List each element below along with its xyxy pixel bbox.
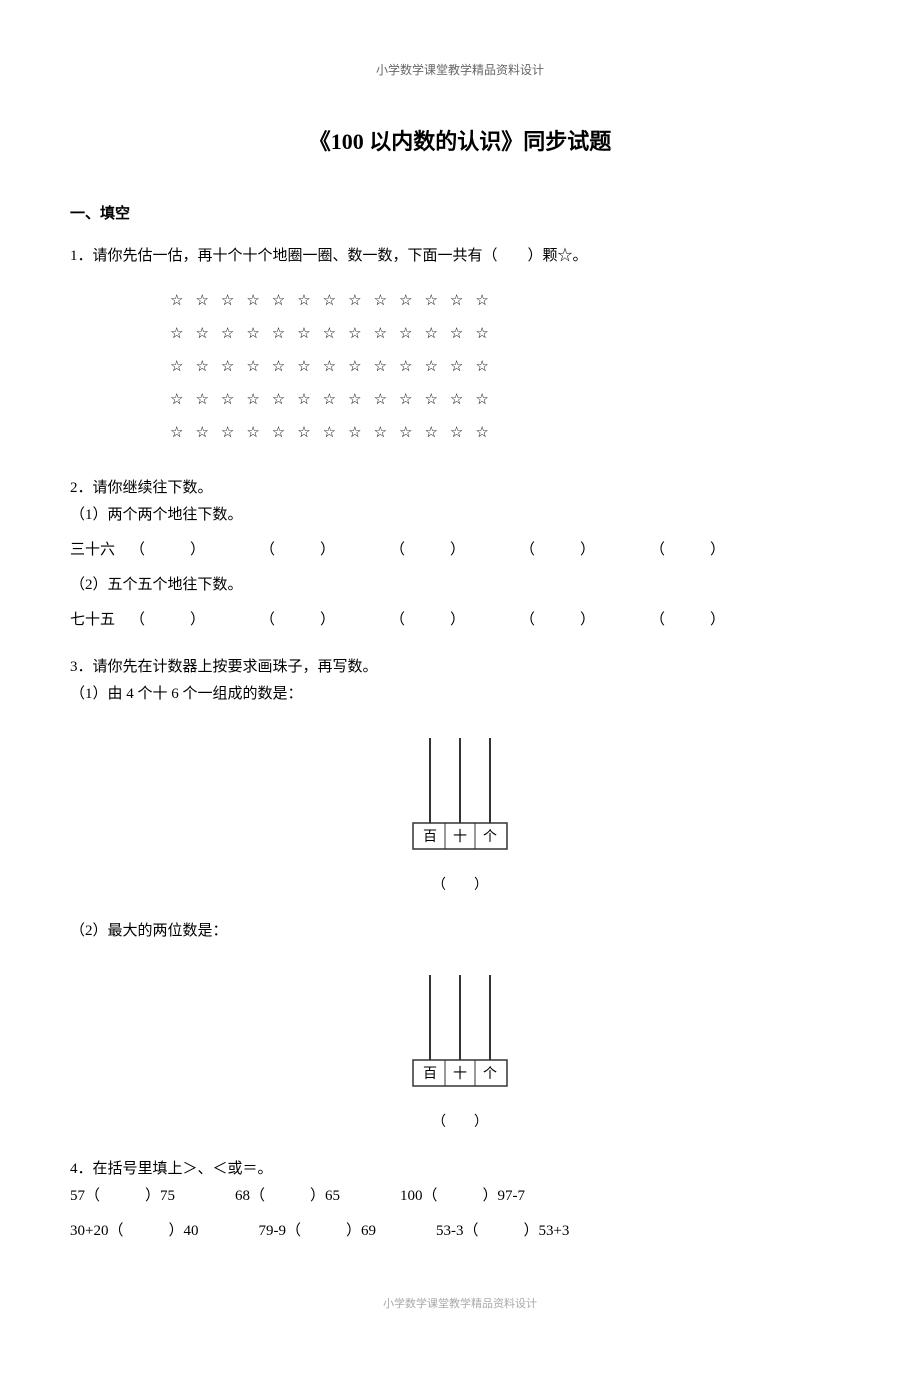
star-grid: ☆☆☆☆☆☆☆☆☆☆☆☆☆☆☆☆☆☆☆☆☆☆☆☆☆☆☆☆☆☆☆☆☆☆☆☆☆☆☆☆… [170, 285, 850, 450]
abacus-1-caption: （ ） [70, 873, 850, 898]
seq-blank: （ ） [650, 607, 780, 634]
seq-blank: （ ） [130, 537, 260, 564]
question-4: 4．在括号里填上＞、＜或＝。 57（ ）75 68（ ）65 100（ ）97-… [70, 1156, 850, 1245]
compare-item: 100（ ）97-7 [400, 1183, 525, 1210]
question-2-text: 2．请你继续往下数。 [70, 475, 850, 502]
question-4-text: 4．在括号里填上＞、＜或＝。 [70, 1156, 850, 1183]
seq-blank: （ ） [130, 607, 260, 634]
seq-blank: （ ） [390, 537, 520, 564]
svg-text:个: 个 [483, 829, 497, 845]
question-2: 2．请你继续往下数。 （1）两个两个地往下数。 三十六 （ ） （ ） （ ） … [70, 475, 850, 634]
compare-item: 57（ ）75 [70, 1183, 175, 1210]
star-row: ☆☆☆☆☆☆☆☆☆☆☆☆☆ [170, 318, 850, 351]
abacus-icon: 百十个 [405, 965, 515, 1105]
star-row: ☆☆☆☆☆☆☆☆☆☆☆☆☆ [170, 351, 850, 384]
star-row: ☆☆☆☆☆☆☆☆☆☆☆☆☆ [170, 384, 850, 417]
svg-text:百: 百 [423, 1066, 437, 1082]
question-2-sub1-row: 三十六 （ ） （ ） （ ） （ ） （ ） [70, 537, 850, 564]
abacus-icon: 百十个 [405, 728, 515, 868]
abacus-1: 百十个 （ ） [70, 728, 850, 898]
question-3: 3．请你先在计数器上按要求画珠子，再写数。 （1）由 4 个十 6 个一组成的数… [70, 654, 850, 1135]
seq-blank: （ ） [260, 607, 390, 634]
abacus-2-caption: （ ） [70, 1110, 850, 1135]
abacus-2: 百十个 （ ） [70, 965, 850, 1135]
compare-item: 53-3（ ）53+3 [436, 1218, 569, 1245]
question-1-text: 1．请你先估一估，再十个十个地圈一圈、数一数，下面一共有（ ）颗☆。 [70, 243, 850, 270]
compare-row-2: 30+20（ ）40 79-9（ ）69 53-3（ ）53+3 [70, 1218, 850, 1245]
seq-blank: （ ） [520, 537, 650, 564]
compare-item: 68（ ）65 [235, 1183, 340, 1210]
svg-text:个: 个 [483, 1066, 497, 1082]
svg-text:十: 十 [453, 829, 467, 845]
question-3-sub2-label: （2）最大的两位数是： [70, 918, 850, 945]
seq1-start: 三十六 [70, 537, 130, 564]
question-2-sub2-row: 七十五 （ ） （ ） （ ） （ ） （ ） [70, 607, 850, 634]
page-footer: 小学数学课堂教学精品资料设计 [70, 1295, 850, 1315]
question-3-text: 3．请你先在计数器上按要求画珠子，再写数。 [70, 654, 850, 681]
svg-text:百: 百 [423, 829, 437, 845]
compare-item: 79-9（ ）69 [258, 1218, 376, 1245]
seq-blank: （ ） [260, 537, 390, 564]
page-title: 《100 以内数的认识》同步试题 [70, 122, 850, 162]
seq2-start: 七十五 [70, 607, 130, 634]
question-2-sub1-label: （1）两个两个地往下数。 [70, 502, 850, 529]
seq-blank: （ ） [520, 607, 650, 634]
compare-row-1: 57（ ）75 68（ ）65 100（ ）97-7 [70, 1183, 850, 1210]
question-1: 1．请你先估一估，再十个十个地圈一圈、数一数，下面一共有（ ）颗☆。 ☆☆☆☆☆… [70, 243, 850, 450]
seq-blank: （ ） [390, 607, 520, 634]
section-heading: 一、填空 [70, 201, 850, 228]
star-row: ☆☆☆☆☆☆☆☆☆☆☆☆☆ [170, 417, 850, 450]
compare-item: 30+20（ ）40 [70, 1218, 198, 1245]
question-2-sub2-label: （2）五个五个地往下数。 [70, 572, 850, 599]
page-header: 小学数学课堂教学精品资料设计 [70, 60, 850, 82]
star-row: ☆☆☆☆☆☆☆☆☆☆☆☆☆ [170, 285, 850, 318]
svg-text:十: 十 [453, 1066, 467, 1082]
seq-blank: （ ） [650, 537, 780, 564]
question-3-sub1-label: （1）由 4 个十 6 个一组成的数是： [70, 681, 850, 708]
